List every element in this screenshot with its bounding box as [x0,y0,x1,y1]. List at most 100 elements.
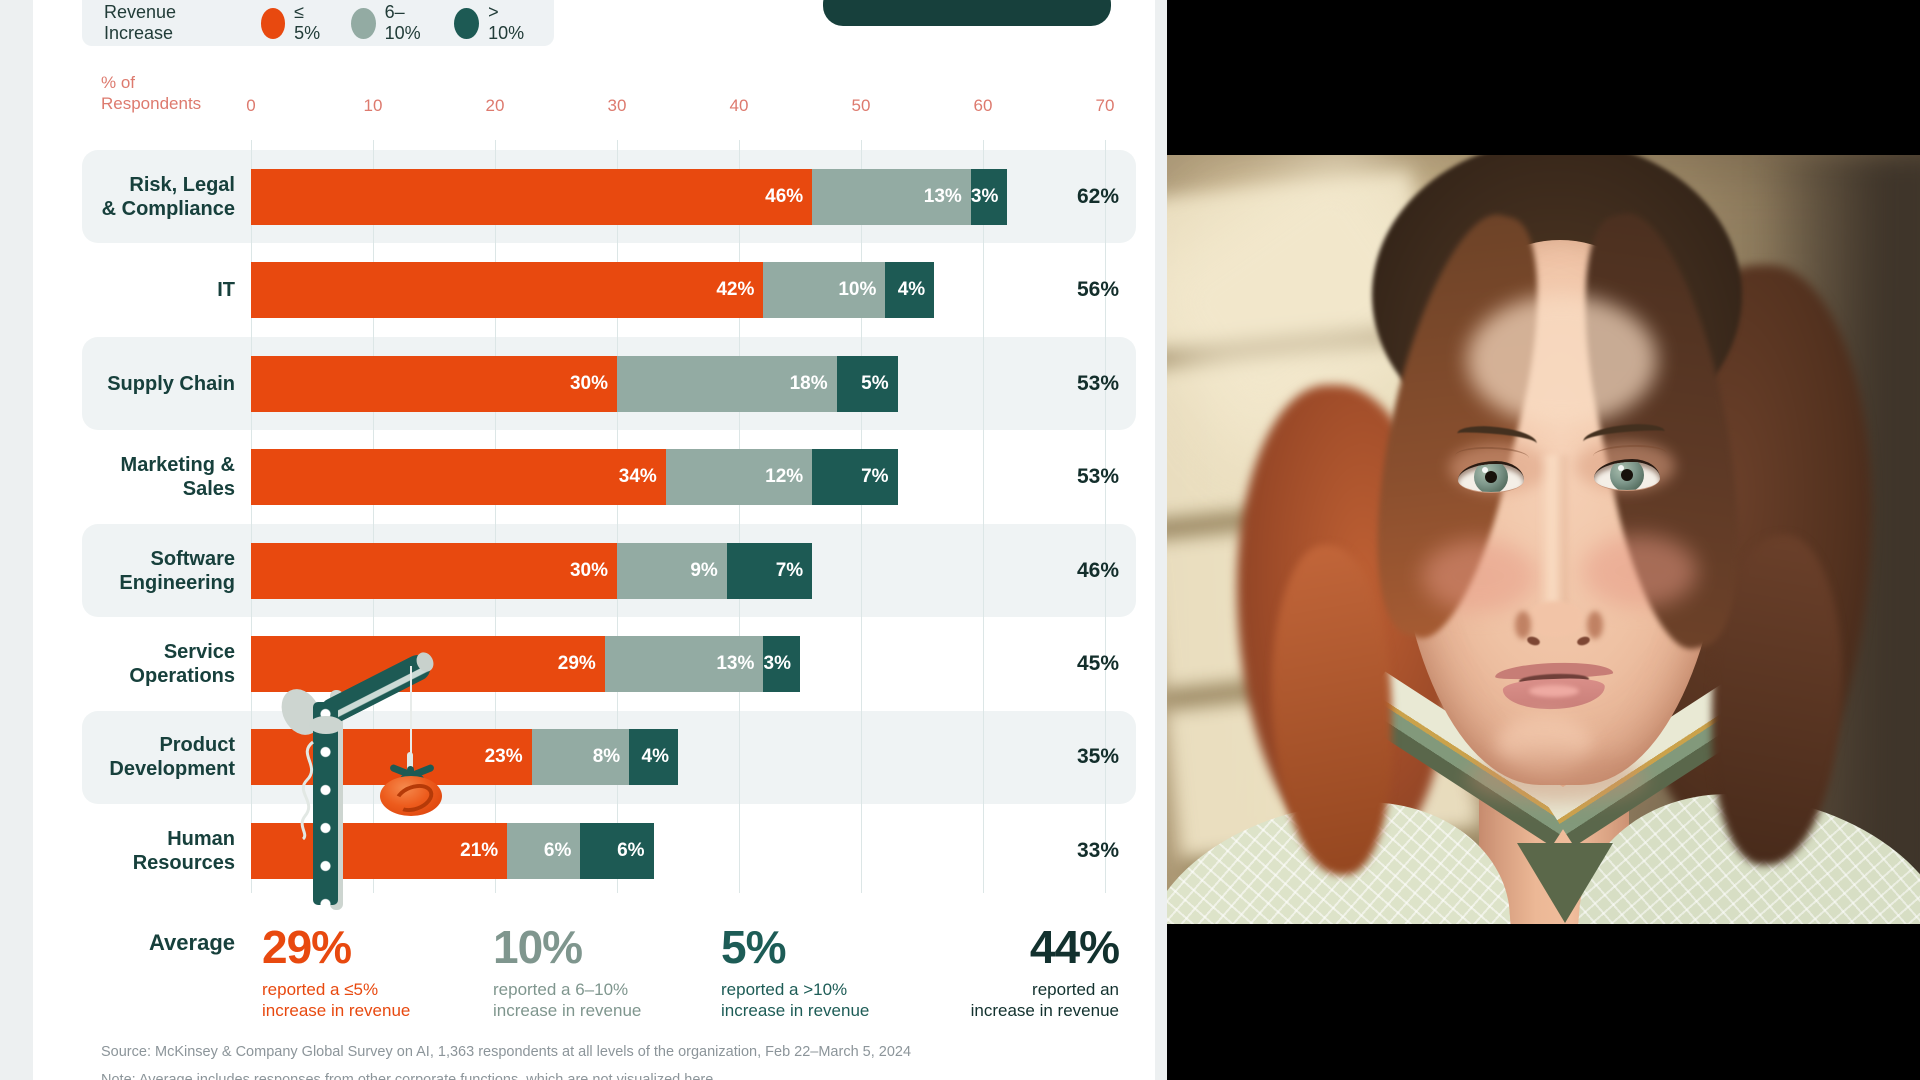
legend-item: ≤ 5% [260,2,329,44]
bar-segment-value: 10% [838,279,877,301]
bar-segment: 23% [251,729,532,786]
bar-segment: 13% [812,169,971,225]
bar: 46% 13% 3% [251,169,1008,225]
video-overlay[interactable] [1167,0,1920,1080]
row-label: Marketing & Sales [120,454,235,501]
gridline [983,140,984,893]
lip-highlight [1529,685,1579,697]
bar: 30% 18% 5% [251,355,898,412]
bar-segment: 42% [251,262,764,319]
crane-loose-cable [300,740,315,840]
row-total: 45% [1076,652,1119,675]
crane-claw-stem [407,752,413,778]
crane-joint [309,716,343,734]
crane-mast [313,702,338,905]
left-pupil [1485,471,1497,483]
row-total: 62% [1076,185,1119,208]
bar: 29% 13% 3% [251,636,800,692]
crane-cable [410,666,412,762]
bar-segment: 8% [531,729,630,786]
bar-segment-value: 7% [861,466,889,488]
bar-segment-value: 4% [897,279,926,301]
right-cheek-blush [1582,535,1697,607]
row-total: 33% [1076,838,1119,862]
footnote: Note: Average includes responses from ot… [101,1072,718,1080]
bar: 34% 12% 7% [251,449,898,506]
legend-title: Revenue Increase [104,2,177,43]
bar-segment-value: 7% [775,559,804,581]
bar: 21% 6% 6% [251,822,654,879]
nose-shadow-right [1587,611,1603,639]
bar-segment: 30% [251,542,617,599]
right-pupil [1621,469,1633,481]
average-stat-value: 29% [262,921,352,973]
forehead-highlight [1467,295,1657,425]
bar-segment-value: 30% [569,559,608,581]
average-stat: 44% reported an increase in revenue [863,921,1120,1021]
left-eye [1458,461,1524,493]
bar-segment-value: 18% [789,372,828,394]
row-label: IT [217,279,235,302]
left-eye-glint [1482,467,1488,473]
row-label: Product Development [109,734,235,781]
gridline [373,140,374,893]
row-total: 35% [1076,745,1119,769]
infographic-card: Revenue Increase ≤ 5% 6–10% > 10% % of Res… [33,0,1155,1080]
bar-segment-value: 42% [716,279,755,301]
bar-segment: 13% [604,636,764,692]
gridline [495,140,496,893]
letterbox-bottom [1167,924,1920,1080]
bar: 42% 10% 4% [251,262,935,319]
axis-tick: 20 [485,96,505,115]
left-cheek-blush [1422,540,1537,612]
right-eye-glint [1618,465,1624,471]
average-stat-value: 44% [1029,921,1120,973]
axis-label: % of Respondents [101,72,201,114]
bar-segment-value: 34% [618,466,657,488]
jaw-shadow [1467,753,1647,803]
bar-segment: 6% [580,822,654,879]
bar-segment-value: 9% [690,559,718,581]
bar-segment: 46% [251,169,813,225]
bar-segment-value: 23% [484,746,523,768]
row-total: 53% [1076,465,1119,489]
bar-segment: 10% [763,262,886,319]
average-stat-value: 5% [721,921,786,973]
bar-segment: 7% [726,542,813,599]
average-stat-value: 10% [493,921,583,973]
gridline [617,140,618,893]
bar-segment: 12% [665,449,813,506]
bar-segment-value: 21% [460,839,499,861]
average-stat-caption: reported a ≤5% increase in revenue [262,980,411,1020]
row-label: Supply Chain [107,372,235,395]
row-label: Service Operations [129,641,235,687]
legend-dot [260,7,286,39]
bar-segment-value: 29% [557,653,596,674]
nose-bridge [1539,455,1567,615]
bar-segment: 21% [251,822,508,879]
axis-tick: 30 [607,96,627,115]
bar-segment-value: 3% [763,653,791,674]
axis-label-line2: Respondents [101,94,202,113]
cropped-dark-banner [823,0,1111,26]
row-total: 56% [1076,278,1119,302]
bar-segment: 3% [970,169,1008,225]
bar-segment-value: 6% [543,839,572,861]
bar-segment-value: 4% [641,746,669,768]
row-total: 53% [1076,371,1119,395]
legend: Revenue Increase ≤ 5% 6–10% > 10% [82,0,554,46]
bar-segment: 30% [251,355,617,412]
average-stat: 10% reported a 6–10% increase in revenue [493,922,713,1021]
axis-tick: 40 [729,96,749,115]
bar-segment-value: 30% [569,372,608,394]
axis-tick: 50 [851,96,871,115]
average-stat: 5% reported a >10% increase in revenue [721,922,941,1021]
hair-strand-left [1272,545,1392,875]
legend-item: 6–10% [350,2,433,44]
bar-segment: 4% [629,729,678,786]
left-iris [1474,464,1508,492]
legend-dot [454,7,480,39]
bar-segment-value: 6% [617,839,645,861]
nose-tip [1527,601,1583,637]
